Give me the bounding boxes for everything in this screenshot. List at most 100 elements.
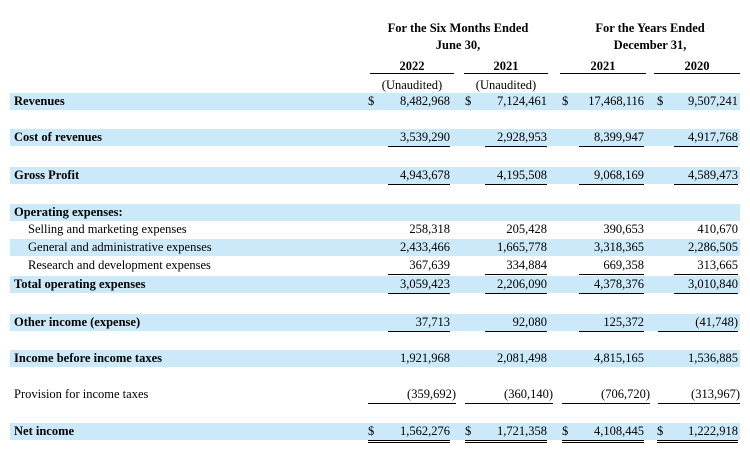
total-opex-2021-six-months: 2,206,090 — [485, 276, 547, 294]
selling-2020: 410,670 — [674, 221, 738, 238]
research-2022: 367,639 — [388, 257, 450, 275]
net-income-2020: $1,222,918 — [657, 423, 738, 443]
cost-of-revenues-2022: 3,539,290 — [388, 129, 450, 147]
value: 367,639 — [409, 258, 450, 272]
year-2022: 2022 — [370, 59, 454, 74]
gross-profit-2022: 4,943,678 — [388, 167, 450, 185]
label-net-income: Net income — [14, 424, 75, 438]
income-before-tax-2021-six-months: 2,081,498 — [485, 350, 547, 367]
value: 92,080 — [512, 315, 547, 329]
value: 4,195,508 — [497, 168, 547, 182]
value: 7,124,461 — [497, 94, 547, 108]
row-band-gross-profit — [10, 167, 740, 184]
value: 3,010,840 — [688, 277, 738, 291]
value: 125,372 — [603, 315, 644, 329]
cost-of-revenues-2020: 4,917,768 — [674, 129, 738, 147]
value: 1,562,276 — [400, 424, 450, 438]
row-band-operating-expenses — [10, 204, 740, 221]
years-header-line1: For the Years Ended — [595, 21, 705, 35]
value: 17,468,116 — [588, 94, 644, 108]
value: 1,721,358 — [497, 424, 547, 438]
label-research-development: Research and development expenses — [28, 258, 211, 272]
revenues-2021: $17,468,116 — [562, 93, 644, 110]
income-before-tax-2020: 1,536,885 — [674, 350, 738, 367]
selling-2021-six-months: 205,428 — [485, 221, 547, 238]
value: 9,068,169 — [594, 168, 644, 182]
label-total-operating-expenses: Total operating expenses — [14, 277, 146, 291]
label-general-admin: General and administrative expenses — [28, 240, 212, 254]
label-provision: Provision for income taxes — [14, 387, 149, 401]
research-2020: 313,665 — [674, 257, 738, 275]
gross-profit-2020: 4,589,473 — [674, 167, 738, 185]
general-2021: 3,318,365 — [579, 239, 644, 256]
provision-2020: (313,967) — [658, 386, 740, 404]
income-before-tax-2022: 1,921,968 — [388, 350, 450, 367]
research-2021-six-months: 334,884 — [485, 257, 547, 275]
selling-2022: 258,318 — [388, 221, 450, 238]
general-2022: 2,433,466 — [388, 239, 450, 256]
value: 205,428 — [506, 222, 547, 236]
years-header: For the Years Ended December 31, — [558, 20, 742, 54]
row-band-revenues — [10, 93, 740, 110]
six-months-header: For the Six Months Ended June 30, — [366, 20, 550, 54]
cost-of-revenues-2021: 8,399,947 — [579, 129, 644, 147]
provision-2022: (359,692) — [368, 386, 456, 404]
other-income-2022: 37,713 — [388, 314, 450, 332]
value: 390,653 — [603, 222, 644, 236]
gross-profit-2021-six-months: 4,195,508 — [485, 167, 547, 185]
value: 8,399,947 — [594, 130, 644, 144]
dollar-sign: $ — [562, 424, 569, 438]
value: 258,318 — [409, 222, 450, 236]
total-opex-2020: 3,010,840 — [674, 276, 738, 294]
value: 313,665 — [697, 258, 738, 272]
dollar-sign: $ — [562, 94, 569, 108]
year-2020: 2020 — [654, 59, 740, 74]
dollar-sign: $ — [657, 424, 664, 438]
other-income-2020: (41,748) — [658, 314, 738, 332]
row-band-other-income — [10, 314, 740, 331]
row-band-net-income — [10, 423, 740, 440]
dollar-sign: $ — [465, 424, 472, 438]
value: 8,482,968 — [400, 94, 450, 108]
value: 1,222,918 — [688, 424, 738, 438]
six-months-header-line2: June 30, — [435, 38, 481, 52]
unaudited-2021: (Unaudited) — [475, 78, 537, 92]
value: 4,108,445 — [594, 424, 644, 438]
value: 1,921,968 — [400, 351, 450, 365]
dollar-sign: $ — [368, 94, 375, 108]
total-opex-2021: 4,378,376 — [579, 276, 644, 294]
year-2021: 2021 — [560, 59, 646, 74]
value: 3,539,290 — [400, 130, 450, 144]
label-selling-marketing: Selling and marketing expenses — [28, 222, 187, 236]
value: 3,318,365 — [594, 240, 644, 254]
value: 9,507,241 — [688, 94, 738, 108]
value: (360,140) — [504, 387, 553, 401]
provision-2021: (706,720) — [562, 386, 650, 404]
label-cost-of-revenues: Cost of revenues — [14, 130, 102, 144]
total-opex-2022: 3,059,423 — [388, 276, 450, 294]
value: 3,059,423 — [400, 277, 450, 291]
dollar-sign: $ — [657, 94, 664, 108]
revenues-2021-six-months: $7,124,461 — [465, 93, 547, 110]
row-band-income-before-tax — [10, 350, 740, 367]
value: 1,536,885 — [688, 351, 738, 365]
selling-2021: 390,653 — [579, 221, 644, 238]
value: (313,967) — [691, 387, 740, 401]
revenues-2022: $8,482,968 — [368, 93, 450, 110]
six-months-header-line1: For the Six Months Ended — [387, 21, 529, 35]
value: 669,358 — [603, 258, 644, 272]
label-operating-expenses: Operating expenses: — [14, 205, 123, 219]
general-2021-six-months: 1,665,778 — [485, 239, 547, 256]
value: 2,206,090 — [497, 277, 547, 291]
value: 2,928,953 — [497, 130, 547, 144]
dollar-sign: $ — [368, 424, 375, 438]
value: (706,720) — [601, 387, 650, 401]
value: 334,884 — [506, 258, 547, 272]
gross-profit-2021: 9,068,169 — [579, 167, 644, 185]
other-income-2021: 125,372 — [579, 314, 644, 332]
year-2021-six-months: 2021 — [464, 59, 548, 74]
revenues-2020: $9,507,241 — [657, 93, 738, 110]
research-2021: 669,358 — [579, 257, 644, 275]
value: 37,713 — [415, 315, 450, 329]
row-band-total-opex — [10, 276, 740, 293]
